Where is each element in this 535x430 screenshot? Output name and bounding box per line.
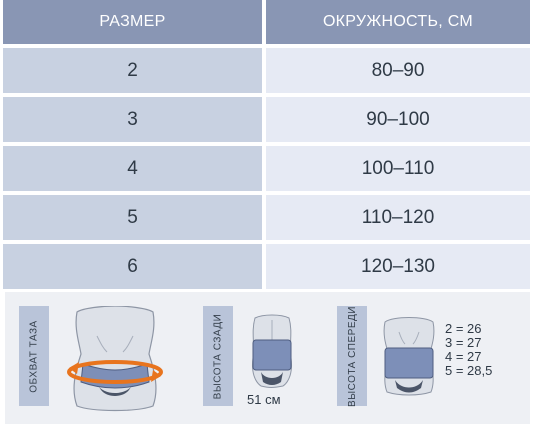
front-label: ВЫСОТА СПЕРЕДИ bbox=[346, 305, 358, 407]
hip-measurement-block: ОБХВАТ ТАЗА bbox=[19, 306, 169, 416]
table-row: 5 110–120 bbox=[3, 195, 530, 240]
size-cell: 3 bbox=[3, 97, 262, 142]
circumference-column-header: ОКРУЖНОСТЬ, СМ bbox=[266, 0, 530, 44]
front-height-item: 2 = 26 bbox=[445, 321, 482, 336]
size-cell: 5 bbox=[3, 195, 262, 240]
back-label-box: ВЫСОТА СЗАДИ bbox=[203, 306, 233, 406]
front-height-item: 3 = 27 bbox=[445, 335, 482, 350]
hip-torso-icon bbox=[67, 306, 163, 412]
front-measurement-block: ВЫСОТА СПЕРЕДИ 2 = 26 3 = 27 4 = 27 5 = … bbox=[337, 306, 527, 416]
back-measurement-block: ВЫСОТА СЗАДИ 51 см bbox=[203, 306, 313, 416]
range-cell: 110–120 bbox=[266, 195, 530, 240]
hip-label: ОБХВАТ ТАЗА bbox=[28, 319, 40, 393]
size-table: РАЗМЕР ОКРУЖНОСТЬ, СМ 2 80–90 3 90–100 4… bbox=[3, 0, 530, 293]
size-cell: 6 bbox=[3, 244, 262, 289]
size-cell: 2 bbox=[3, 48, 262, 93]
table-row: 3 90–100 bbox=[3, 97, 530, 142]
front-torso-icon bbox=[383, 317, 435, 396]
front-height-item: 4 = 27 bbox=[445, 349, 482, 364]
back-torso-icon bbox=[252, 314, 292, 388]
back-label: ВЫСОТА СЗАДИ bbox=[212, 313, 224, 399]
size-cell: 4 bbox=[3, 146, 262, 191]
table-header-row: РАЗМЕР ОКРУЖНОСТЬ, СМ bbox=[3, 0, 530, 44]
table-row: 4 100–110 bbox=[3, 146, 530, 191]
hip-label-box: ОБХВАТ ТАЗА bbox=[19, 306, 49, 406]
range-cell: 80–90 bbox=[266, 48, 530, 93]
range-cell: 90–100 bbox=[266, 97, 530, 142]
range-cell: 120–130 bbox=[266, 244, 530, 289]
front-label-box: ВЫСОТА СПЕРЕДИ bbox=[337, 306, 367, 406]
measurement-panel: ОБХВАТ ТАЗА ВЫСОТА СЗАДИ 51 см ВЫСОТА СП bbox=[5, 292, 530, 424]
table-row: 2 80–90 bbox=[3, 48, 530, 93]
front-height-list: 2 = 26 3 = 27 4 = 27 5 = 28,5 bbox=[445, 322, 492, 378]
range-cell: 100–110 bbox=[266, 146, 530, 191]
size-column-header: РАЗМЕР bbox=[3, 0, 262, 44]
table-row: 6 120–130 bbox=[3, 244, 530, 289]
back-height-value: 51 см bbox=[247, 392, 281, 407]
front-height-item: 5 = 28,5 bbox=[445, 363, 493, 378]
